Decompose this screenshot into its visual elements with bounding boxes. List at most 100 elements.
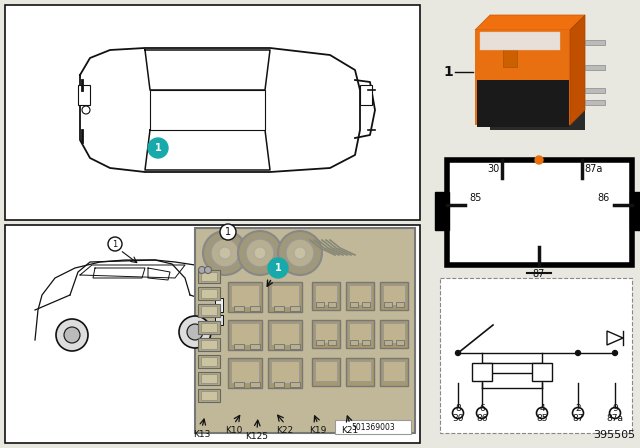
Bar xyxy=(360,85,372,105)
Circle shape xyxy=(246,239,274,267)
Bar xyxy=(396,302,404,307)
Bar xyxy=(396,340,404,345)
Text: 4: 4 xyxy=(539,404,545,413)
Circle shape xyxy=(148,138,168,158)
Bar xyxy=(271,323,299,345)
Bar xyxy=(383,323,405,343)
Bar xyxy=(250,382,260,387)
Bar xyxy=(201,306,217,315)
Bar xyxy=(198,338,220,351)
Bar xyxy=(315,323,337,343)
Bar xyxy=(383,361,405,381)
Polygon shape xyxy=(475,15,585,30)
Bar xyxy=(271,361,299,383)
Circle shape xyxy=(187,324,203,340)
Circle shape xyxy=(612,350,618,356)
Circle shape xyxy=(456,350,461,356)
Bar xyxy=(231,285,259,307)
Circle shape xyxy=(573,408,584,418)
Bar xyxy=(346,358,374,386)
Circle shape xyxy=(205,267,211,273)
Bar xyxy=(346,282,374,310)
Circle shape xyxy=(452,408,463,418)
Bar xyxy=(585,40,605,45)
Polygon shape xyxy=(570,15,585,125)
Bar xyxy=(215,315,223,325)
Bar xyxy=(201,357,217,366)
Text: 1: 1 xyxy=(155,143,161,153)
Bar xyxy=(328,302,336,307)
Bar xyxy=(503,45,517,67)
Bar xyxy=(215,298,223,312)
Bar xyxy=(274,344,284,349)
Bar xyxy=(328,340,336,345)
Circle shape xyxy=(609,408,621,418)
Bar xyxy=(231,323,259,345)
Text: K21: K21 xyxy=(341,426,358,435)
Bar xyxy=(234,382,244,387)
Bar xyxy=(201,374,217,383)
Text: 8: 8 xyxy=(455,404,461,413)
Bar xyxy=(5,5,420,220)
Bar xyxy=(250,306,260,311)
Bar xyxy=(201,323,217,332)
Text: 86: 86 xyxy=(476,414,488,423)
Bar xyxy=(440,278,632,433)
Bar xyxy=(271,285,299,307)
Bar xyxy=(475,30,570,125)
Text: 87: 87 xyxy=(572,414,584,423)
Text: 1: 1 xyxy=(113,240,118,249)
Text: 86: 86 xyxy=(598,193,610,203)
Bar xyxy=(290,344,300,349)
Bar xyxy=(384,340,392,345)
Bar xyxy=(78,85,90,105)
Bar xyxy=(380,320,408,348)
Circle shape xyxy=(278,231,322,275)
Bar xyxy=(201,391,217,400)
Text: 85: 85 xyxy=(469,193,481,203)
Circle shape xyxy=(220,224,236,240)
Circle shape xyxy=(82,106,90,114)
Bar xyxy=(315,361,337,381)
Bar xyxy=(349,285,371,305)
Bar xyxy=(150,90,265,130)
Bar xyxy=(447,160,632,265)
Bar xyxy=(195,228,415,433)
Bar xyxy=(380,282,408,310)
Circle shape xyxy=(211,239,239,267)
Bar xyxy=(585,100,605,105)
Bar xyxy=(585,65,605,70)
Text: K13: K13 xyxy=(193,430,211,439)
Bar xyxy=(290,382,300,387)
Text: 30: 30 xyxy=(488,164,500,174)
Bar xyxy=(384,302,392,307)
Bar xyxy=(490,20,585,130)
Circle shape xyxy=(198,267,205,273)
Circle shape xyxy=(268,258,288,278)
Circle shape xyxy=(254,247,266,259)
Bar xyxy=(350,340,358,345)
Bar xyxy=(349,323,371,343)
Bar xyxy=(274,306,284,311)
Text: K19: K19 xyxy=(309,426,326,435)
Bar xyxy=(290,306,300,311)
Bar xyxy=(234,306,244,311)
Bar xyxy=(198,321,220,334)
Text: 1: 1 xyxy=(444,65,453,79)
Text: 1: 1 xyxy=(275,263,282,273)
Bar xyxy=(268,320,302,350)
Circle shape xyxy=(203,231,247,275)
Text: K10: K10 xyxy=(225,426,243,435)
Bar xyxy=(312,358,340,386)
Bar xyxy=(268,358,302,388)
Text: 395505: 395505 xyxy=(593,430,635,440)
Bar xyxy=(362,340,370,345)
Text: 6: 6 xyxy=(479,404,485,413)
Circle shape xyxy=(479,370,484,375)
Text: 1: 1 xyxy=(225,227,231,237)
Bar xyxy=(435,192,449,230)
Bar xyxy=(231,361,259,383)
Bar xyxy=(472,363,492,381)
Bar xyxy=(234,344,244,349)
Circle shape xyxy=(108,237,122,251)
